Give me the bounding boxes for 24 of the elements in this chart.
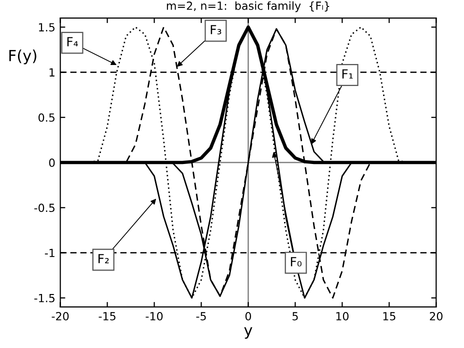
x-tick-label: 10 bbox=[336, 312, 349, 320]
y-tick-label: -1.5 bbox=[34, 294, 54, 302]
annotation: F₀ bbox=[290, 257, 302, 266]
annotation: F₃ bbox=[210, 25, 222, 34]
x-tick-label: 20 bbox=[430, 312, 442, 320]
x-tick-label: -5 bbox=[196, 312, 206, 320]
annotation: F₂ bbox=[98, 254, 109, 264]
annotation: F₁ bbox=[342, 69, 353, 79]
annotation: F₄ bbox=[67, 37, 78, 46]
y-tick-label: 1 bbox=[50, 68, 54, 76]
y-tick-label: 0.5 bbox=[38, 113, 54, 122]
x-tick-label: 15 bbox=[383, 312, 396, 320]
x-tick-label: -10 bbox=[146, 312, 163, 320]
y-tick-label: -0.5 bbox=[34, 204, 54, 212]
x-tick-label: 0 bbox=[245, 312, 252, 320]
y-tick-label: -1 bbox=[44, 248, 54, 257]
x-axis-title: y bbox=[244, 327, 252, 339]
y-tick-label: 0 bbox=[49, 158, 55, 167]
x-tick-label: -20 bbox=[52, 312, 69, 320]
y-axis-title: F(y) bbox=[9, 50, 36, 64]
x-tick-label: -15 bbox=[98, 312, 116, 320]
x-tick-label: 5 bbox=[292, 312, 298, 320]
y-tick-label: 1.5 bbox=[39, 23, 54, 32]
chart-title: m=2, n=1: basic family {Fₗ} bbox=[166, 1, 330, 12]
